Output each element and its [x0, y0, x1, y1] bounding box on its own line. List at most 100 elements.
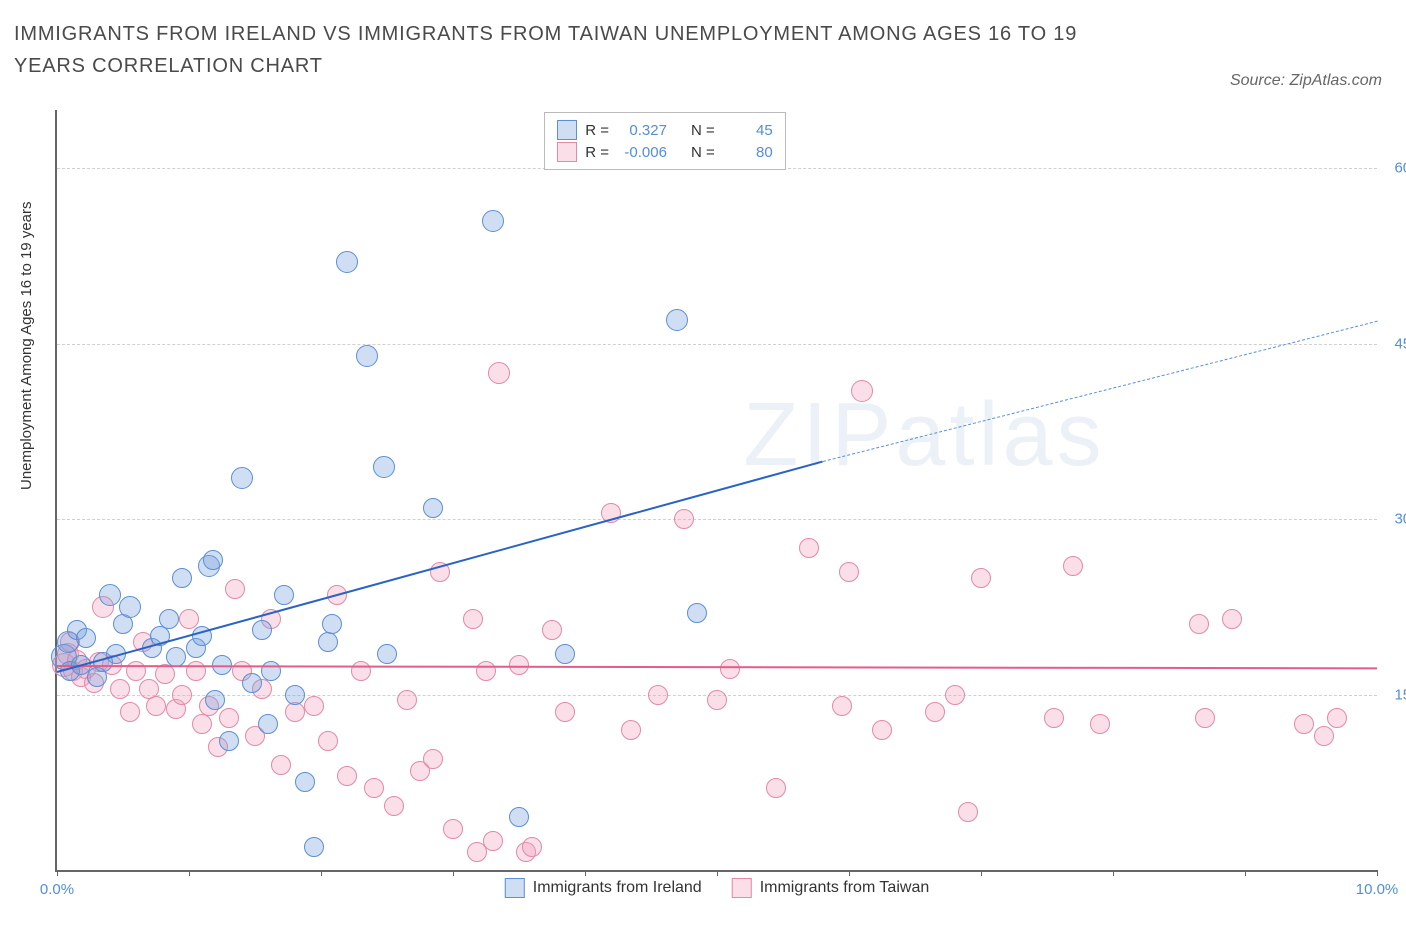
data-point-ireland	[687, 603, 707, 623]
x-tick	[189, 870, 190, 876]
x-tick	[849, 870, 850, 876]
data-point-ireland	[336, 251, 358, 273]
data-point-ireland	[172, 568, 192, 588]
data-point-taiwan	[219, 708, 239, 728]
legend-r-label: R =	[585, 122, 609, 139]
trend-line	[57, 665, 1377, 669]
data-point-taiwan	[851, 380, 873, 402]
data-point-taiwan	[1222, 609, 1242, 629]
data-point-ireland	[261, 661, 281, 681]
data-point-ireland	[482, 210, 504, 232]
data-point-taiwan	[186, 661, 206, 681]
data-point-taiwan	[1044, 708, 1064, 728]
data-point-ireland	[166, 647, 186, 667]
data-point-taiwan	[1090, 714, 1110, 734]
data-point-ireland	[356, 345, 378, 367]
data-point-taiwan	[351, 661, 371, 681]
source-attribution: Source: ZipAtlas.com	[1230, 72, 1382, 90]
x-tick	[321, 870, 322, 876]
data-point-ireland	[252, 620, 272, 640]
data-point-taiwan	[397, 690, 417, 710]
data-point-taiwan	[192, 714, 212, 734]
data-point-taiwan	[443, 819, 463, 839]
legend-r-value: -0.006	[617, 144, 667, 161]
data-point-taiwan	[839, 562, 859, 582]
data-point-taiwan	[337, 766, 357, 786]
legend-swatch	[505, 878, 525, 898]
data-point-ireland	[231, 467, 253, 489]
data-point-ireland	[159, 609, 179, 629]
data-point-taiwan	[958, 802, 978, 822]
x-tick	[453, 870, 454, 876]
legend-n-value: 80	[723, 144, 773, 161]
data-point-taiwan	[1195, 708, 1215, 728]
legend-r-label: R =	[585, 144, 609, 161]
data-point-taiwan	[271, 755, 291, 775]
data-point-ireland	[219, 731, 239, 751]
data-point-taiwan	[872, 720, 892, 740]
data-point-ireland	[373, 456, 395, 478]
data-point-taiwan	[285, 702, 305, 722]
legend-n-label: N =	[691, 122, 715, 139]
legend-label: Immigrants from Taiwan	[760, 879, 930, 897]
data-point-ireland	[76, 628, 96, 648]
trend-line	[57, 461, 823, 673]
stats-legend-row: R =0.327N =45	[557, 119, 773, 141]
data-point-taiwan	[945, 685, 965, 705]
data-point-taiwan	[1314, 726, 1334, 746]
data-point-taiwan	[555, 702, 575, 722]
data-point-ireland	[423, 498, 443, 518]
data-point-ireland	[322, 614, 342, 634]
data-point-taiwan	[225, 579, 245, 599]
legend-item: Immigrants from Ireland	[505, 878, 702, 898]
x-tick	[1113, 870, 1114, 876]
legend-n-value: 45	[723, 122, 773, 139]
data-point-ireland	[119, 596, 141, 618]
grid-line	[57, 344, 1377, 345]
data-point-ireland	[318, 632, 338, 652]
data-point-ireland	[509, 807, 529, 827]
data-point-taiwan	[423, 749, 443, 769]
data-point-ireland	[666, 309, 688, 331]
y-tick-label: 45.0%	[1382, 335, 1406, 352]
x-tick	[981, 870, 982, 876]
data-point-ireland	[99, 584, 121, 606]
chart-title: IMMIGRANTS FROM IRELAND VS IMMIGRANTS FR…	[14, 18, 1114, 82]
data-point-ireland	[555, 644, 575, 664]
data-point-taiwan	[542, 620, 562, 640]
data-point-taiwan	[522, 837, 542, 857]
x-tick-label: 10.0%	[1356, 881, 1399, 898]
data-point-ireland	[285, 685, 305, 705]
data-point-ireland	[203, 550, 223, 570]
data-point-taiwan	[925, 702, 945, 722]
x-tick	[717, 870, 718, 876]
stats-legend-row: R = -0.006 N = 80	[557, 141, 773, 163]
data-point-ireland	[242, 673, 262, 693]
stats-legend: R =0.327N =45R =-0.006N =80	[544, 112, 786, 170]
data-point-taiwan	[1294, 714, 1314, 734]
data-point-taiwan	[318, 731, 338, 751]
data-point-taiwan	[1189, 614, 1209, 634]
data-point-taiwan	[304, 696, 324, 716]
legend-n-label: N =	[691, 144, 715, 161]
y-tick-label: 15.0%	[1382, 686, 1406, 703]
data-point-taiwan	[674, 509, 694, 529]
data-point-taiwan	[476, 661, 496, 681]
x-tick-label: 0.0%	[40, 881, 74, 898]
data-point-taiwan	[146, 696, 166, 716]
legend-item: Immigrants from Taiwan	[732, 878, 930, 898]
data-point-taiwan	[766, 778, 786, 798]
grid-line	[57, 519, 1377, 520]
data-point-taiwan	[621, 720, 641, 740]
data-point-taiwan	[971, 568, 991, 588]
data-point-ireland	[295, 772, 315, 792]
data-point-ireland	[205, 690, 225, 710]
x-tick	[57, 870, 58, 876]
data-point-ireland	[304, 837, 324, 857]
data-point-taiwan	[172, 685, 192, 705]
x-tick	[1377, 870, 1378, 876]
data-point-taiwan	[707, 690, 727, 710]
trend-line	[822, 320, 1377, 461]
data-point-ireland	[377, 644, 397, 664]
legend-swatch	[732, 878, 752, 898]
